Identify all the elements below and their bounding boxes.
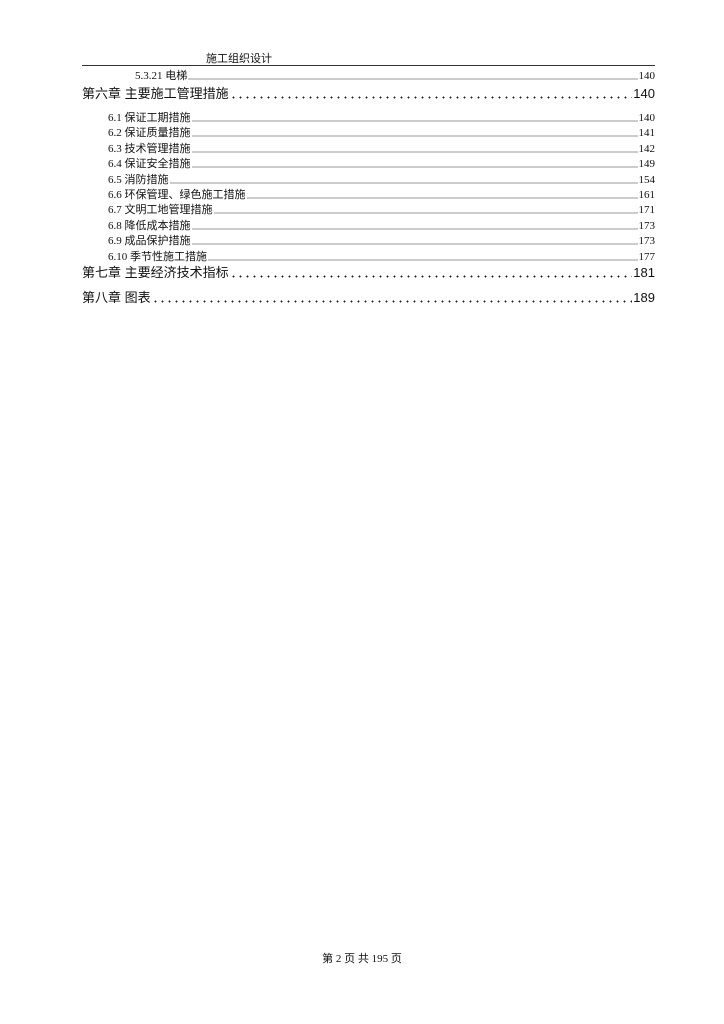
- toc-entry[interactable]: 6.3 技术管理措施 142: [108, 142, 655, 156]
- toc-entry[interactable]: 6.1 保证工期措施 140: [108, 111, 655, 125]
- dot-leader: [208, 258, 638, 261]
- toc-label: 第八章 图表: [82, 290, 151, 305]
- toc-page: 173: [638, 235, 656, 248]
- toc-page: 141: [638, 127, 656, 140]
- toc-chapter-7[interactable]: 第七章 主要经济技术指标 181: [82, 265, 655, 281]
- toc-chapter-8[interactable]: 第八章 图表 189: [82, 290, 655, 306]
- dot-leader: [188, 78, 638, 80]
- toc-label: 6.6 环保管理、绿色施工措施: [108, 189, 246, 201]
- toc-entry[interactable]: 6.10 季节性施工措施 177: [108, 250, 655, 264]
- toc-entry[interactable]: 6.7 文明工地管理措施 171: [108, 203, 655, 217]
- toc-label: 5.3.21 电梯: [135, 70, 188, 82]
- toc-label: 6.7 文明工地管理措施: [108, 204, 213, 217]
- dot-leader: [246, 197, 638, 199]
- toc-page: 177: [638, 250, 656, 263]
- dot-leader: [191, 120, 638, 122]
- toc-label: 6.3 技术管理措施: [108, 142, 191, 155]
- toc-page: 142: [638, 142, 656, 155]
- running-header: 施工组织设计: [206, 53, 272, 65]
- toc-label: 6.4 保证安全措施: [108, 158, 191, 171]
- dot-leader: [191, 135, 638, 138]
- dot-leader: [191, 227, 638, 230]
- toc-label: 第七章 主要经济技术指标: [82, 265, 229, 280]
- toc-page: 171: [638, 204, 656, 217]
- toc-page: 181: [633, 265, 655, 280]
- toc-page: 189: [633, 290, 655, 305]
- toc-entry[interactable]: 6.4 保证安全措施 149: [108, 157, 655, 171]
- toc-page: 140: [638, 70, 656, 82]
- toc-chapter-6[interactable]: 第六章 主要施工管理措施 140: [82, 86, 655, 102]
- toc-label: 6.10 季节性施工措施: [108, 250, 207, 263]
- toc-label: 6.9 成品保护措施: [108, 235, 191, 248]
- toc-label: 6.8 降低成本措施: [108, 219, 191, 232]
- header-rule: [82, 65, 655, 66]
- toc-entry[interactable]: 6.6 环保管理、绿色施工措施 161: [108, 188, 655, 202]
- dot-leader: [191, 243, 638, 246]
- toc-page: 140: [633, 86, 655, 101]
- toc-entry[interactable]: 6.8 降低成本措施 173: [108, 219, 655, 233]
- toc-page: 154: [638, 173, 656, 186]
- toc-entry[interactable]: 6.2 保证质量措施 141: [108, 126, 655, 140]
- toc-label: 6.5 消防措施: [108, 173, 169, 186]
- toc-page: 161: [638, 189, 656, 201]
- toc-page: 149: [638, 158, 656, 171]
- page-footer: 第 2 页 共 195 页: [322, 953, 402, 965]
- dot-leader: [213, 212, 638, 215]
- dot-leader: [191, 166, 638, 169]
- dot-leader: [169, 181, 638, 184]
- toc-entry[interactable]: 5.3.21 电梯 140: [135, 69, 655, 83]
- toc-label: 6.2 保证质量措施: [108, 127, 191, 140]
- toc-page: 173: [638, 219, 656, 232]
- toc-entry[interactable]: 6.9 成品保护措施 173: [108, 234, 655, 248]
- toc-label: 第六章 主要施工管理措施: [82, 86, 229, 101]
- toc-label: 6.1 保证工期措施: [108, 112, 191, 124]
- dot-leader: [229, 275, 633, 278]
- dot-leader: [229, 96, 633, 99]
- dot-leader: [191, 150, 638, 153]
- toc-page: 140: [638, 112, 656, 124]
- toc-entry[interactable]: 6.5 消防措施 154: [108, 173, 655, 187]
- dot-leader: [151, 300, 633, 303]
